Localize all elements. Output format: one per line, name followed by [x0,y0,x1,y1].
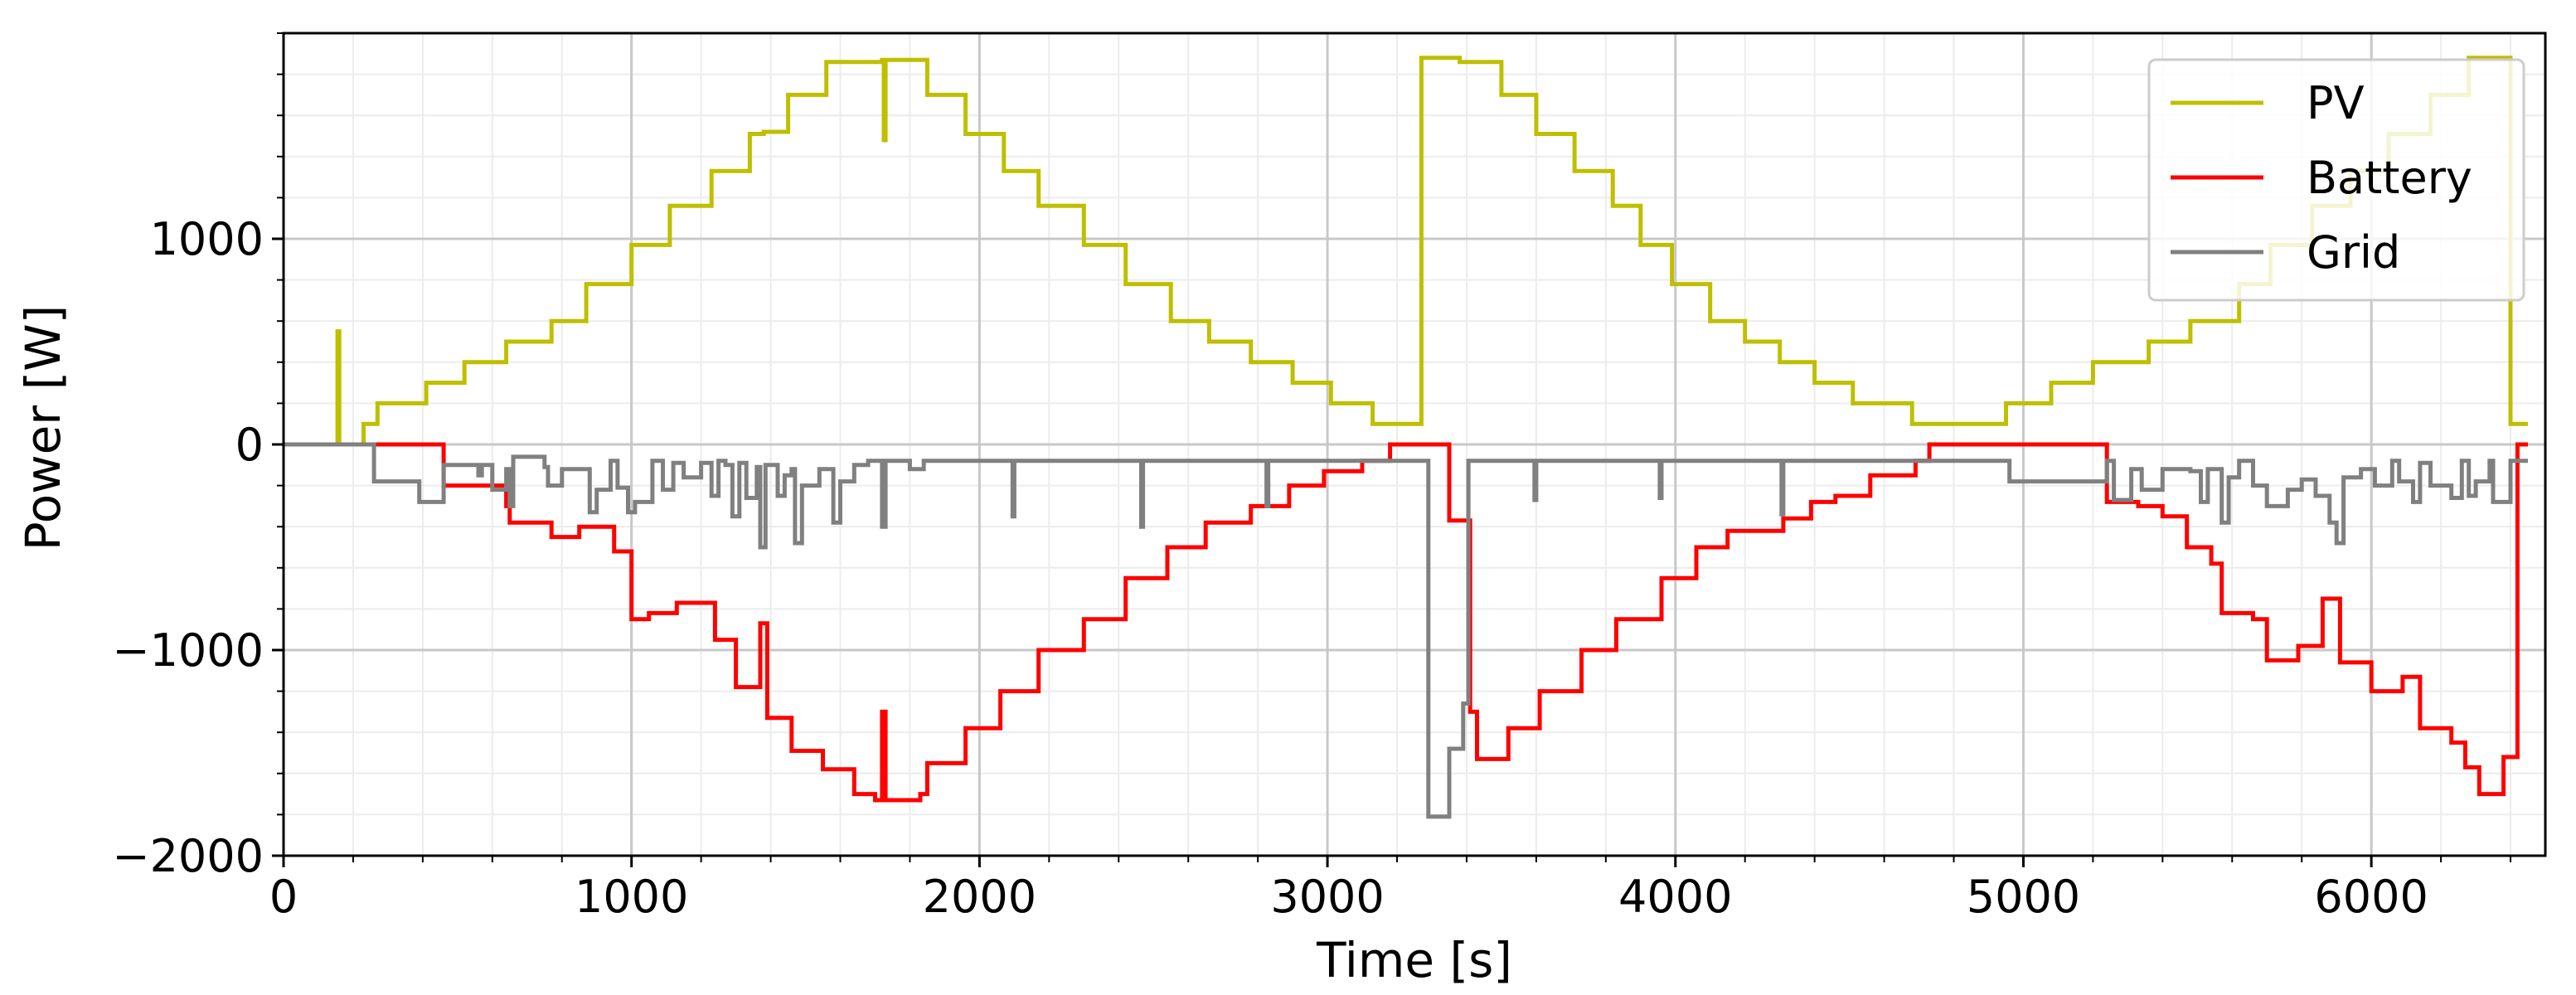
x-tick-label: 2000 [923,871,1036,923]
y-axis-title: Power [W] [15,305,71,551]
y-tick-label: −1000 [112,624,264,677]
series-line-grid [284,442,2528,819]
axis-ticks: 0 1000 2000 3000 4000 5000 6000 −2000 −1000 0 1000 [112,32,2512,923]
legend-label-grid: Grid [2307,226,2400,279]
x-tick-label: 1000 [575,871,688,923]
legend-box [2147,58,2525,302]
x-tick-label: 4000 [1618,871,1732,923]
x-tick-label: 0 [269,871,298,923]
legend-label-battery: Battery [2307,152,2472,204]
x-tick-label: 6000 [2314,871,2428,923]
x-tick-label: 5000 [1967,871,2080,923]
y-tick-label: 1000 [150,213,264,265]
x-tick-label: 3000 [1270,871,1384,923]
x-axis-title: Time [s] [1316,932,1512,988]
legend: PV Battery Grid [2147,58,2525,302]
plot-lines [284,56,2528,819]
y-tick-label: −2000 [112,830,264,882]
y-tick-label: 0 [235,419,264,471]
series-line-pv [284,56,2528,447]
legend-label-pv: PV [2307,77,2365,129]
series-line-battery [284,442,2528,803]
